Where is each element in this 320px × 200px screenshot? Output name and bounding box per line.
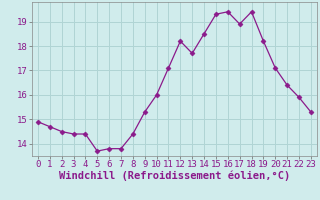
X-axis label: Windchill (Refroidissement éolien,°C): Windchill (Refroidissement éolien,°C) [59,171,290,181]
